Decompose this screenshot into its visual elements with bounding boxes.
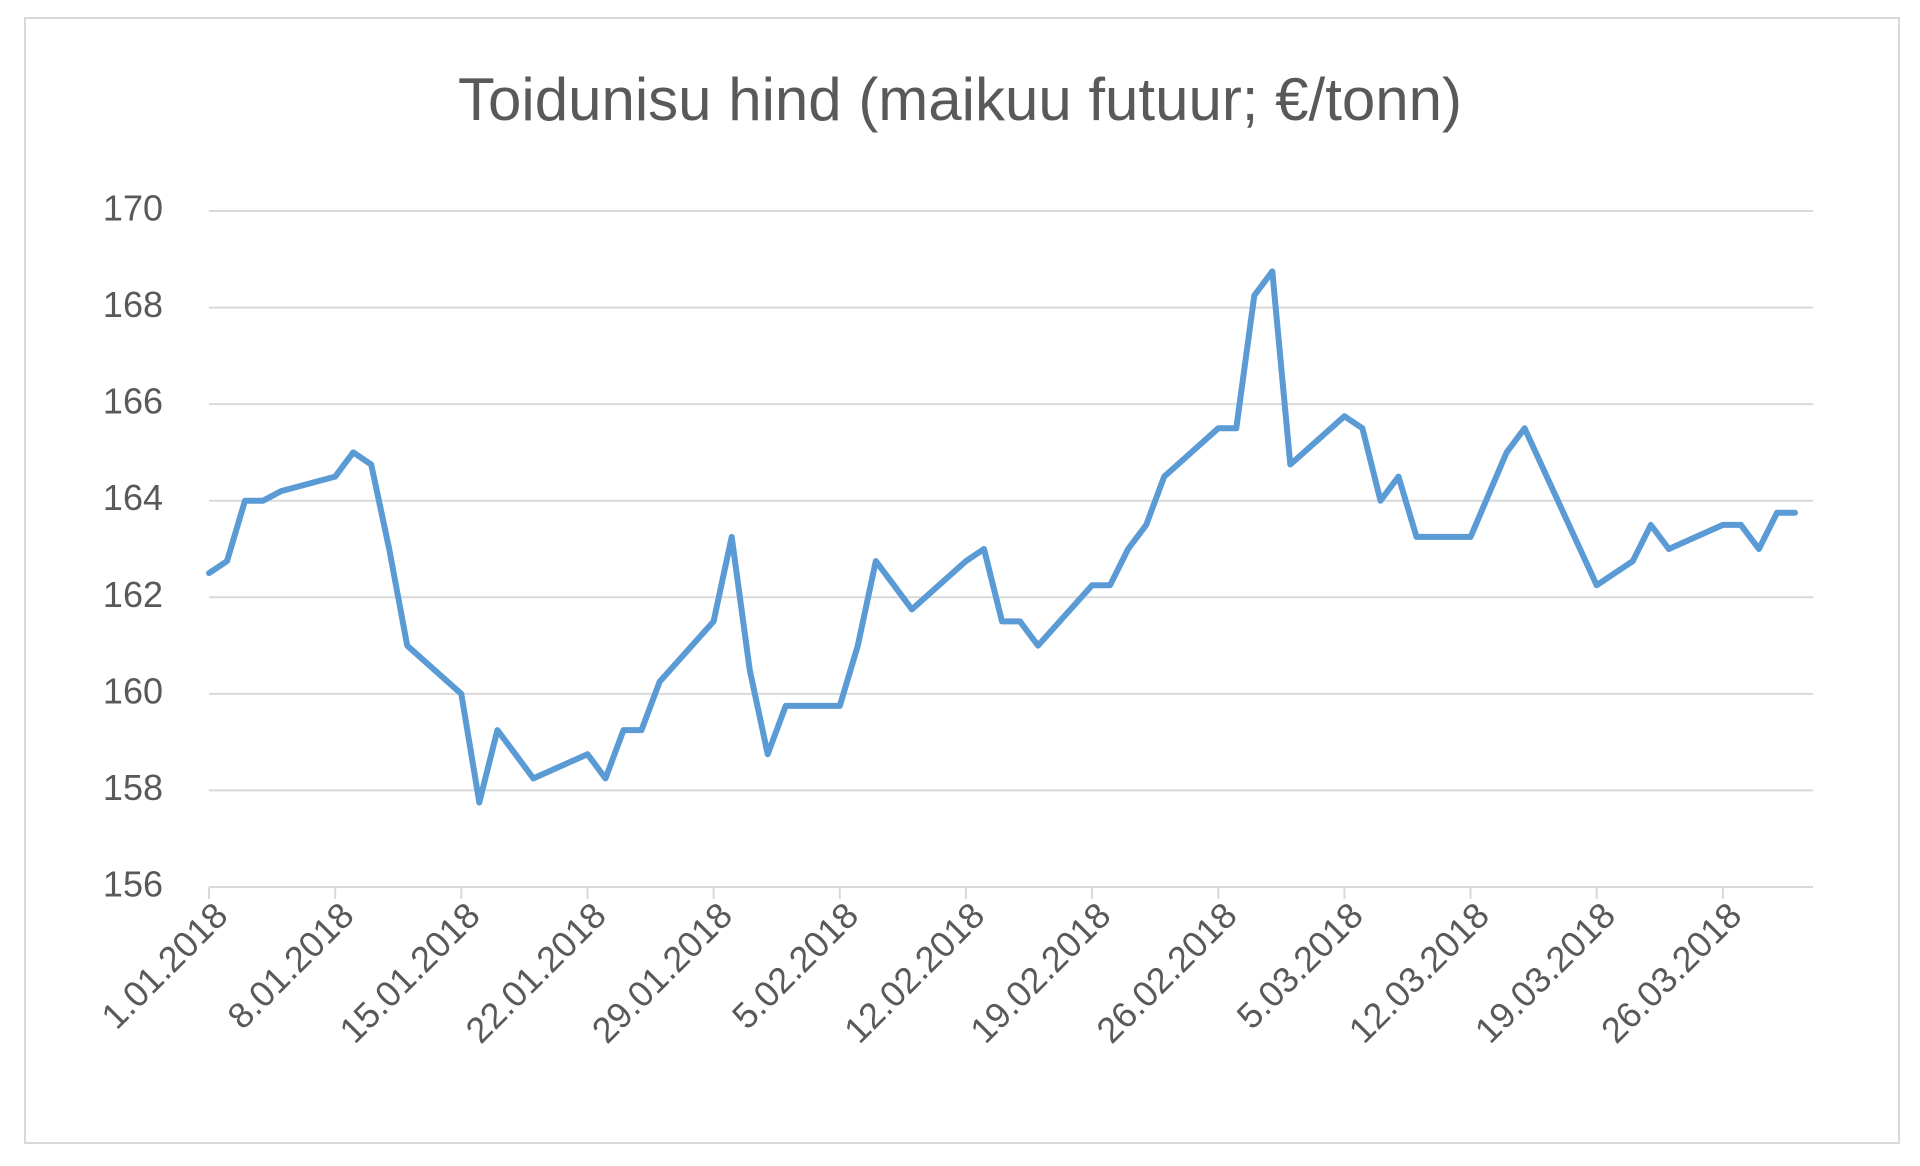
y-tick-label: 168 xyxy=(103,284,163,325)
price-line xyxy=(206,268,1798,806)
y-tick-label: 156 xyxy=(103,864,163,905)
chart-frame xyxy=(24,17,1900,1144)
y-tick-label: 170 xyxy=(103,188,163,229)
y-tick-label: 166 xyxy=(103,381,163,422)
y-tick-label: 158 xyxy=(103,767,163,808)
y-tick-label: 160 xyxy=(103,670,163,711)
y-tick-label: 162 xyxy=(103,574,163,615)
chart-title: Toidunisu hind (maikuu futuur; €/tonn) xyxy=(458,66,1462,133)
y-tick-label: 164 xyxy=(103,477,163,518)
